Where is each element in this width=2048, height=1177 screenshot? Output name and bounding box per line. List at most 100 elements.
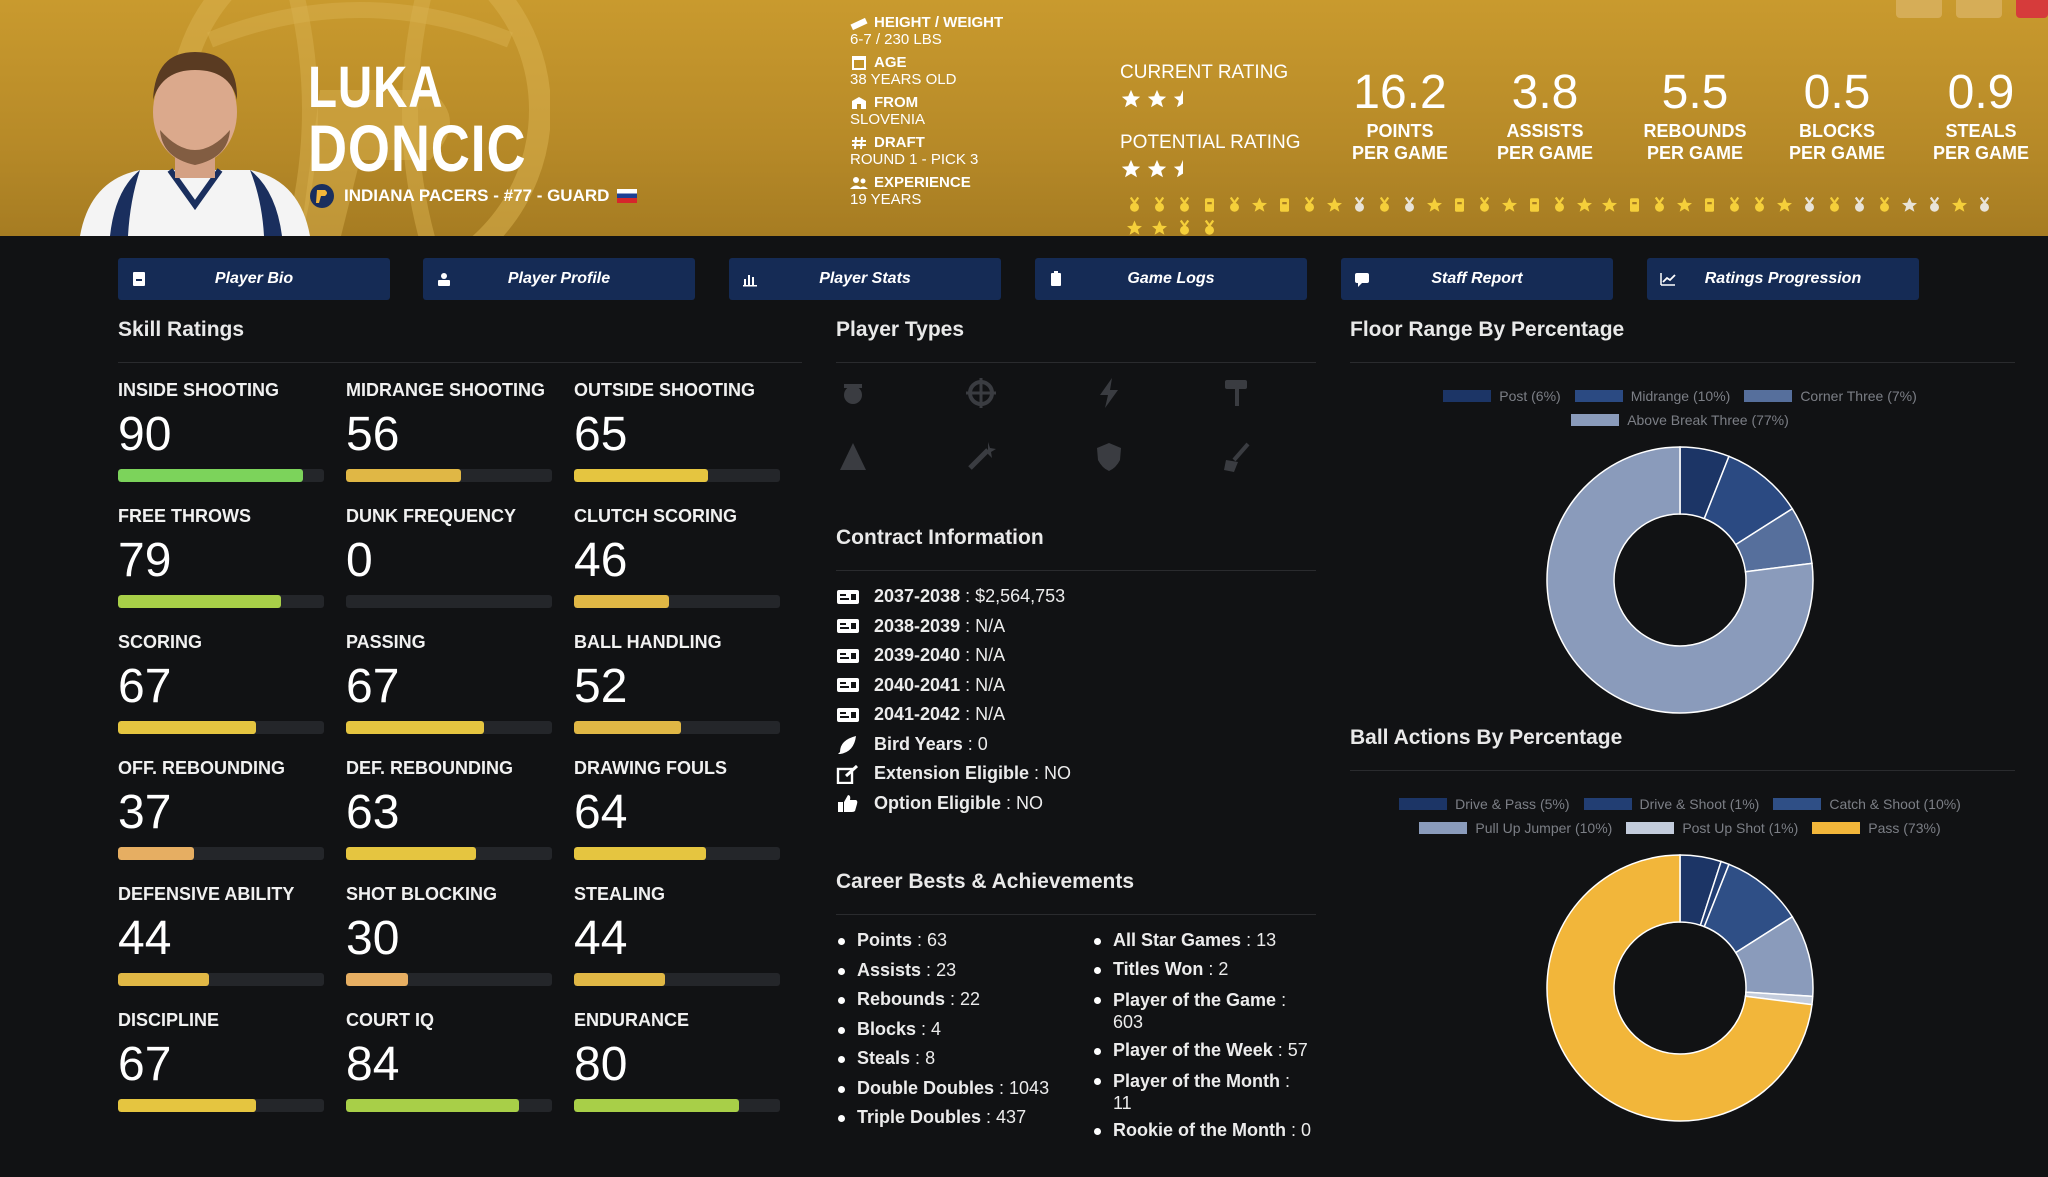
bio-draft: DRAFT ROUND 1 - PICK 3 [850, 134, 979, 168]
skill-bar-fill [574, 595, 669, 608]
legend-label: Corner Three (7%) [1800, 388, 1917, 404]
divider [836, 362, 1316, 363]
award-badge-icon [1705, 198, 1714, 212]
skill-value: 30 [346, 912, 400, 965]
legend-item[interactable]: Midrange (10%) [1574, 388, 1730, 404]
legend-item[interactable]: Post Up Shot (1%) [1626, 820, 1798, 836]
legend-item[interactable]: Drive & Shoot (1%) [1583, 796, 1760, 812]
legend-item[interactable]: Pull Up Jumper (10%) [1419, 820, 1612, 836]
skill-scoring: SCORING 67 [118, 632, 328, 734]
skill-bar [574, 469, 780, 482]
skill-bar-fill [118, 721, 256, 734]
money-bill-icon [837, 589, 859, 604]
broom-icon [1224, 442, 1250, 472]
award-medal-icon [1154, 196, 1165, 212]
tab-label: Player Bio [214, 270, 294, 287]
skill-name: SHOT BLOCKING [346, 884, 497, 904]
calendar-icon [852, 55, 866, 70]
skill-bar [574, 1099, 780, 1112]
skill-bar-fill [574, 1099, 739, 1112]
award-star-icon [1502, 197, 1517, 212]
legend-swatch [1812, 822, 1861, 834]
prev-player-button[interactable] [1896, 0, 1942, 18]
award-star-icon [1327, 197, 1342, 212]
bullet-icon [838, 1026, 845, 1034]
tab-ratings-progression[interactable]: Ratings Progression [1647, 258, 1919, 300]
legend-item[interactable]: Drive & Pass (5%) [1399, 796, 1570, 812]
skill-bar [346, 721, 552, 734]
current-rating: CURRENT RATING [1120, 62, 1288, 110]
award-star-icon [1952, 197, 1967, 212]
stat-rebounds: 5.5 REBOUNDS PER GAME [1643, 66, 1747, 163]
ball-actions-legend: Drive & Pass (5%) Drive & Shoot (1%) Catch… [1380, 796, 1980, 836]
bio-experience: EXPERIENCE 19 YEARS [850, 174, 971, 208]
donut-hole [1615, 923, 1745, 1053]
legend-swatch [1419, 822, 1468, 834]
legend-label: Drive & Shoot (1%) [1639, 796, 1760, 812]
bullet-icon [838, 1056, 845, 1063]
bullet-icon [838, 1085, 845, 1093]
tab-label: Ratings Progression [1704, 270, 1862, 287]
close-button[interactable] [2016, 0, 2048, 18]
tab-game-logs[interactable]: Game Logs [1035, 258, 1307, 300]
skill-value: 80 [574, 1038, 628, 1091]
skill-bar-fill [118, 469, 303, 482]
tab-player-profile[interactable]: Player Profile [423, 258, 695, 300]
skill-discipline: DISCIPLINE 67 [118, 1010, 328, 1112]
award-badge-icon [1530, 198, 1539, 212]
player-first-name: LUKA [308, 55, 444, 120]
legend-item[interactable]: Post (6%) [1443, 388, 1561, 404]
award-medal-icon [1854, 196, 1865, 212]
stat-points: 16.2 POINTS PER GAME [1351, 66, 1448, 163]
bar-chart-icon [743, 275, 757, 287]
edit-icon [836, 764, 859, 784]
career-left-item: Triple Doubles : 437 [838, 1107, 1026, 1128]
current-rating-stars [1120, 88, 1288, 110]
legend-label: Catch & Shoot (10%) [1829, 796, 1961, 812]
award-medal-icon [1479, 196, 1490, 212]
tab-player-stats[interactable]: Player Stats [729, 258, 1001, 300]
bullet-icon [838, 938, 845, 945]
skill-name: FREE THROWS [118, 506, 251, 526]
star-icon [1147, 89, 1167, 108]
award-medal-icon [1179, 219, 1190, 235]
award-medal-icon [1879, 196, 1890, 212]
legend-item[interactable]: Catch & Shoot (10%) [1773, 796, 1961, 812]
career-right-item: Player of the Game :603 [1094, 989, 1303, 1033]
skill-bar [346, 973, 552, 986]
player-header: LUKA DONCIC INDIANA PACERS - #77 - GUARD… [0, 0, 2048, 236]
tab-player-bio[interactable]: Player Bio [118, 258, 390, 300]
ball-actions-title: Ball Actions By Percentage [1350, 726, 1623, 749]
contract-title: Contract Information [836, 526, 1044, 549]
legend-swatch [1626, 822, 1675, 834]
potential-rating-stars [1120, 158, 1301, 180]
legend-swatch [1571, 414, 1620, 426]
award-medal-icon [1379, 196, 1390, 212]
pacers-logo-icon [310, 184, 334, 208]
legend-label: Drive & Pass (5%) [1455, 796, 1570, 812]
tab-staff-report[interactable]: Staff Report [1341, 258, 1613, 300]
legend-label: Post (6%) [1499, 388, 1561, 404]
legend-swatch [1443, 390, 1492, 402]
slice-above-break-three[interactable] [1546, 446, 1814, 714]
slice-pass[interactable] [1546, 854, 1813, 1122]
skill-value: 84 [346, 1038, 400, 1091]
legend-item[interactable]: Corner Three (7%) [1744, 388, 1917, 404]
skill-bar-fill [118, 973, 209, 986]
divider [1350, 770, 2015, 771]
contract-2037-2038: 2037-2038 : $2,564,753 [836, 586, 1065, 607]
legend-item[interactable]: Above Break Three (77%) [1571, 412, 1789, 428]
skill-inside-shooting: INSIDE SHOOTING 90 [118, 380, 328, 482]
legend-item[interactable]: Pass (73%) [1812, 820, 1941, 836]
tab-label: Staff Report [1431, 270, 1523, 287]
next-player-button[interactable] [1956, 0, 2002, 18]
award-medal-icon [1754, 196, 1765, 212]
award-badge-icon [1280, 198, 1289, 212]
skill-bar-fill [574, 721, 681, 734]
skill-value: 67 [118, 660, 172, 713]
skill-bar-fill [574, 847, 706, 860]
career-right-item: All Star Games : 13 [1094, 930, 1276, 951]
skill-off-rebounding: OFF. REBOUNDING 37 [118, 758, 328, 860]
skill-name: OFF. REBOUNDING [118, 758, 286, 778]
skill-bar-fill [574, 469, 708, 482]
